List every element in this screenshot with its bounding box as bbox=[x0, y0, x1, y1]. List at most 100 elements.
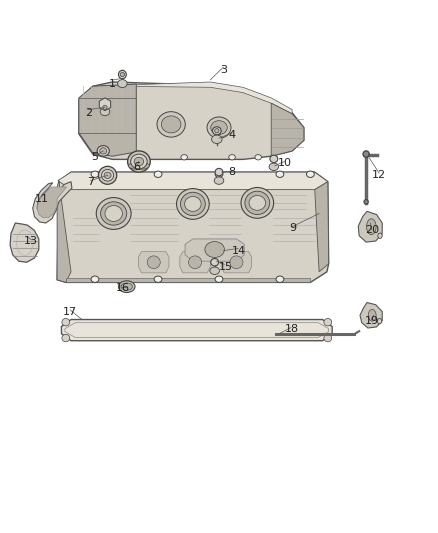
Ellipse shape bbox=[363, 151, 369, 157]
Text: 14: 14 bbox=[232, 246, 246, 256]
Ellipse shape bbox=[241, 188, 274, 218]
Ellipse shape bbox=[211, 120, 227, 134]
Ellipse shape bbox=[229, 155, 235, 160]
Polygon shape bbox=[58, 172, 328, 190]
Ellipse shape bbox=[367, 219, 376, 235]
Ellipse shape bbox=[91, 276, 99, 282]
Ellipse shape bbox=[230, 256, 243, 269]
Text: 9: 9 bbox=[290, 223, 297, 233]
Ellipse shape bbox=[121, 283, 132, 290]
Ellipse shape bbox=[210, 267, 219, 274]
Ellipse shape bbox=[212, 135, 222, 143]
Ellipse shape bbox=[245, 191, 270, 215]
Ellipse shape bbox=[154, 276, 162, 282]
Ellipse shape bbox=[215, 128, 219, 133]
Text: 6: 6 bbox=[133, 162, 140, 172]
Text: 17: 17 bbox=[63, 306, 77, 317]
Ellipse shape bbox=[161, 116, 181, 133]
Text: 10: 10 bbox=[278, 158, 292, 168]
Ellipse shape bbox=[324, 318, 332, 326]
Ellipse shape bbox=[147, 256, 160, 269]
Ellipse shape bbox=[128, 162, 149, 169]
Polygon shape bbox=[185, 239, 244, 261]
Ellipse shape bbox=[100, 148, 107, 154]
Polygon shape bbox=[93, 82, 292, 114]
Text: 20: 20 bbox=[365, 225, 379, 236]
Text: 8: 8 bbox=[229, 167, 236, 177]
Ellipse shape bbox=[103, 106, 107, 110]
Polygon shape bbox=[57, 181, 71, 282]
Polygon shape bbox=[271, 103, 304, 156]
Polygon shape bbox=[315, 182, 328, 272]
Ellipse shape bbox=[364, 200, 368, 204]
Polygon shape bbox=[57, 172, 328, 282]
Ellipse shape bbox=[276, 171, 284, 177]
Ellipse shape bbox=[249, 196, 265, 211]
Text: 19: 19 bbox=[365, 316, 379, 326]
Ellipse shape bbox=[368, 310, 376, 321]
Ellipse shape bbox=[99, 166, 117, 184]
Polygon shape bbox=[180, 252, 210, 273]
Ellipse shape bbox=[307, 171, 314, 177]
Polygon shape bbox=[79, 84, 136, 156]
Polygon shape bbox=[221, 252, 252, 273]
Polygon shape bbox=[33, 182, 72, 223]
Ellipse shape bbox=[118, 70, 126, 79]
Ellipse shape bbox=[96, 198, 131, 229]
Ellipse shape bbox=[118, 281, 135, 293]
Ellipse shape bbox=[185, 197, 201, 212]
Text: 11: 11 bbox=[35, 194, 49, 204]
Ellipse shape bbox=[207, 117, 231, 138]
Ellipse shape bbox=[97, 146, 110, 156]
Ellipse shape bbox=[205, 241, 224, 257]
Ellipse shape bbox=[276, 276, 284, 282]
Ellipse shape bbox=[215, 276, 223, 282]
Ellipse shape bbox=[120, 72, 124, 77]
Text: 2: 2 bbox=[85, 108, 92, 118]
Polygon shape bbox=[79, 82, 304, 159]
Polygon shape bbox=[10, 223, 39, 262]
Polygon shape bbox=[61, 319, 332, 341]
Ellipse shape bbox=[102, 169, 114, 181]
Polygon shape bbox=[138, 252, 169, 273]
Ellipse shape bbox=[154, 171, 162, 177]
Ellipse shape bbox=[212, 127, 221, 135]
Ellipse shape bbox=[127, 151, 150, 172]
Ellipse shape bbox=[104, 172, 111, 179]
Ellipse shape bbox=[131, 154, 147, 169]
Ellipse shape bbox=[62, 334, 70, 342]
Ellipse shape bbox=[269, 163, 279, 171]
Ellipse shape bbox=[255, 155, 261, 160]
Ellipse shape bbox=[188, 256, 201, 269]
Ellipse shape bbox=[105, 206, 122, 221]
Text: 16: 16 bbox=[115, 282, 129, 293]
Ellipse shape bbox=[177, 189, 209, 219]
Ellipse shape bbox=[135, 155, 142, 160]
Ellipse shape bbox=[214, 177, 224, 184]
Ellipse shape bbox=[101, 202, 127, 225]
Ellipse shape bbox=[378, 318, 382, 324]
Polygon shape bbox=[37, 187, 67, 217]
Ellipse shape bbox=[324, 334, 332, 342]
Text: 15: 15 bbox=[219, 262, 233, 271]
Text: 13: 13 bbox=[24, 236, 38, 246]
Text: 18: 18 bbox=[285, 324, 299, 334]
Ellipse shape bbox=[180, 192, 205, 216]
Text: 7: 7 bbox=[87, 176, 94, 187]
Text: 12: 12 bbox=[372, 171, 386, 180]
Polygon shape bbox=[66, 278, 311, 282]
Polygon shape bbox=[360, 303, 382, 328]
Ellipse shape bbox=[62, 318, 70, 326]
Text: 1: 1 bbox=[109, 78, 116, 88]
Ellipse shape bbox=[181, 155, 187, 160]
Text: 5: 5 bbox=[92, 152, 99, 162]
Ellipse shape bbox=[215, 171, 223, 177]
Ellipse shape bbox=[117, 79, 127, 87]
Ellipse shape bbox=[215, 168, 223, 176]
Ellipse shape bbox=[270, 155, 278, 163]
Ellipse shape bbox=[211, 259, 219, 266]
Text: 3: 3 bbox=[220, 66, 227, 75]
Ellipse shape bbox=[134, 157, 144, 166]
Text: 4: 4 bbox=[229, 130, 236, 140]
Ellipse shape bbox=[91, 171, 99, 177]
